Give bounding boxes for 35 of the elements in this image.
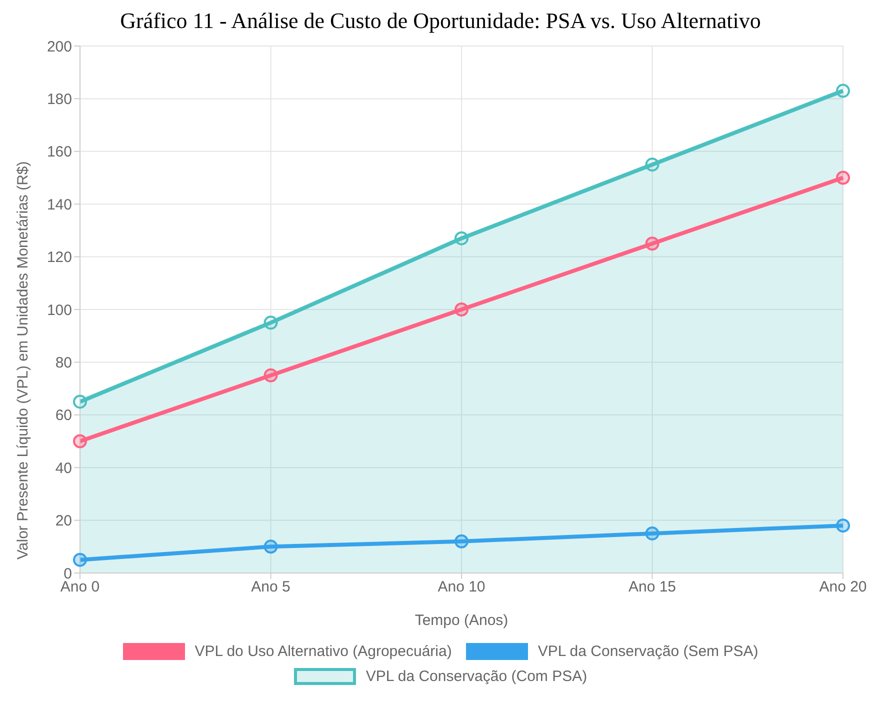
- point: [454, 302, 468, 316]
- y-axis-title: Valor Presente Líquido (VPL) em Unidades Monetárias (R$): [14, 161, 32, 560]
- y-tick-label: 40: [55, 460, 72, 477]
- y-tick-label: 120: [46, 249, 72, 266]
- point: [264, 368, 278, 382]
- point: [836, 170, 850, 185]
- y-tick-label: 60: [55, 407, 72, 424]
- legend-label: VPL do Uso Alternativo (Agropecuária): [194, 643, 452, 660]
- y-tick-label: 20: [55, 512, 72, 530]
- point: [73, 394, 87, 409]
- y-tick-label: 200: [46, 38, 72, 56]
- x-tick-label: Ano 5: [251, 578, 290, 596]
- y-tick-label: 100: [46, 302, 72, 319]
- point: [454, 231, 468, 246]
- point: [836, 518, 850, 533]
- point: [264, 316, 278, 330]
- y-tick-label: 180: [46, 91, 72, 108]
- point: [836, 84, 850, 98]
- x-tick-label: Ano 10: [438, 578, 486, 596]
- legend-label: VPL da Conservação (Sem PSA): [538, 643, 758, 660]
- point: [73, 552, 87, 567]
- chart-title: Gráfico 11 - Análise de Custo de Oportunidade: PSA vs. Uso Alternativo: [119, 8, 762, 35]
- x-axis-title: Tempo (Anos): [414, 612, 508, 629]
- point: [645, 236, 660, 251]
- x-tick-label: Ano 20: [819, 578, 867, 596]
- point: [264, 540, 278, 554]
- y-tick-label: 80: [55, 354, 72, 372]
- legend-label: VPL da Conservação (Com PSA): [366, 668, 588, 685]
- point: [73, 434, 87, 448]
- y-tick-label: 140: [46, 196, 72, 214]
- point: [645, 526, 660, 540]
- point: [454, 534, 468, 548]
- x-tick-label: Ano 15: [628, 578, 676, 596]
- y-tick-label: 160: [46, 144, 72, 161]
- point: [645, 158, 660, 172]
